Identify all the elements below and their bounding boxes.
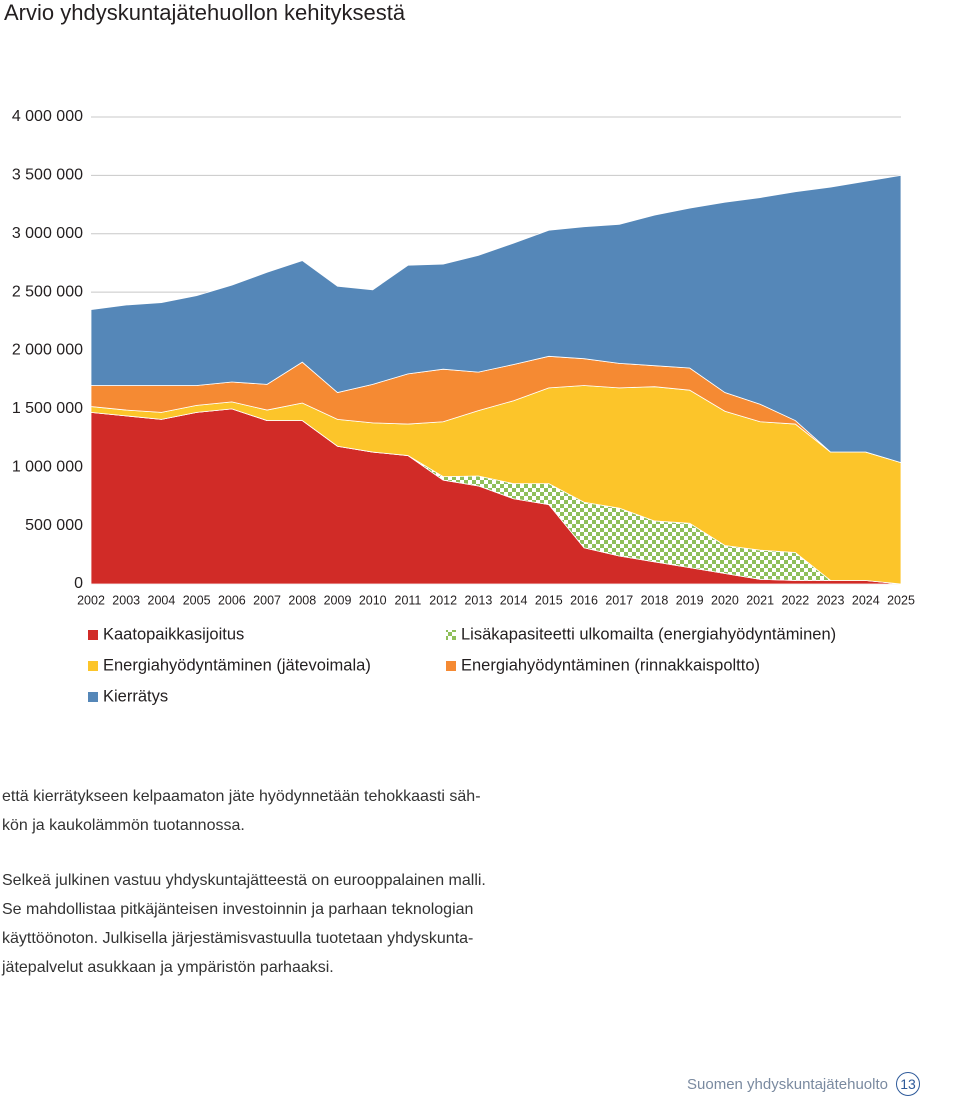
x-tick-label: 2015 [535,593,563,607]
x-tick-label: 2008 [288,593,316,607]
x-tick-label: 2023 [817,593,845,607]
x-tick-label: 2013 [464,593,492,607]
legend-swatch [88,692,98,702]
x-tick-label: 2017 [605,593,633,607]
x-tick-label: 2007 [253,593,281,607]
legend-swatch [446,661,456,671]
y-tick-label: 2 500 000 [12,283,83,300]
text-line: käyttöönoton. Julkisella järjestämisvast… [2,930,474,947]
y-tick-label: 1 500 000 [12,400,83,417]
legend-label: Kierrätys [103,687,168,705]
legend-label: Energiahyödyntäminen (rinnakkaispoltto) [461,656,760,674]
x-tick-label: 2018 [641,593,669,607]
x-tick-label: 2010 [359,593,387,607]
page-number: 13 [896,1072,920,1096]
y-tick-label: 0 [74,575,83,592]
legend-label: Lisäkapasiteetti ulkomailta (energiahyöd… [461,625,836,643]
x-tick-label: 2002 [77,593,105,607]
chart: Arvio yhdyskuntajätehuollon kehityksestä… [4,0,915,705]
text-line: että kierrätykseen kelpaamaton jäte hyöd… [2,788,481,805]
x-tick-label: 2006 [218,593,246,607]
x-tick-label: 2022 [781,593,809,607]
y-tick-label: 4 000 000 [12,108,83,125]
legend-swatch [446,630,456,640]
text-line: kön ja kaukolämmön tuotannossa. [2,817,245,834]
text-line: Selkeä julkinen vastuu yhdyskuntajättees… [2,872,486,889]
text-line: Se mahdollistaa pitkäjänteisen investoin… [2,901,474,918]
legend-label: Energiahyödyntäminen (jätevoimala) [103,656,371,674]
x-tick-label: 2020 [711,593,739,607]
y-tick-label: 500 000 [25,517,83,534]
x-tick-label: 2005 [183,593,211,607]
legend-label: Kaatopaikkasijoitus [103,625,244,643]
x-tick-label: 2009 [324,593,352,607]
x-tick-label: 2016 [570,593,598,607]
chart-title: Arvio yhdyskuntajätehuollon kehityksestä [4,0,406,25]
x-tick-label: 2024 [852,593,880,607]
legend-swatch [88,661,98,671]
x-tick-label: 2025 [887,593,915,607]
text-line: jätepalvelut asukkaan ja ympäristön parh… [2,959,334,976]
x-tick-label: 2004 [148,593,176,607]
area [90,174,902,464]
paragraph: Selkeä julkinen vastuu yhdyskuntajättees… [2,866,486,982]
x-tick-label: 2021 [746,593,774,607]
y-tick-label: 3 000 000 [12,225,83,242]
x-tick-label: 2012 [429,593,457,607]
footer: Suomen yhdyskuntajätehuolto 13 [687,1072,920,1096]
y-tick-label: 2 000 000 [12,342,83,359]
x-tick-label: 2011 [395,593,422,607]
footer-title: Suomen yhdyskuntajätehuolto [687,1075,888,1093]
x-tick-label: 2014 [500,593,528,607]
legend-swatch [88,630,98,640]
x-tick-label: 2003 [112,593,140,607]
x-tick-label: 2019 [676,593,704,607]
y-tick-label: 1 000 000 [12,458,83,475]
paragraph: että kierrätykseen kelpaamaton jäte hyöd… [2,782,481,840]
y-tick-label: 3 500 000 [12,167,83,184]
